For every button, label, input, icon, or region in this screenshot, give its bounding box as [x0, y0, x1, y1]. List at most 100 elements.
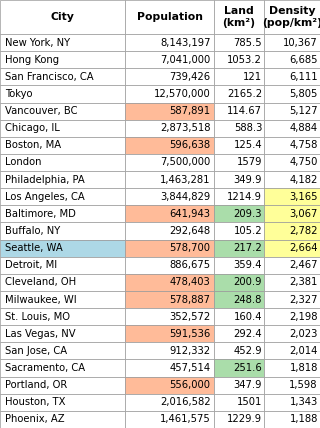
- Bar: [0, 308, 125, 325]
- Bar: [125, 360, 214, 377]
- Bar: [264, 68, 320, 86]
- Text: 641,943: 641,943: [169, 209, 211, 219]
- Text: Tokyo: Tokyo: [5, 89, 33, 99]
- Bar: [264, 34, 320, 51]
- Text: 7,500,000: 7,500,000: [160, 158, 211, 167]
- Bar: [214, 394, 264, 411]
- Bar: [264, 377, 320, 394]
- Bar: [0, 0, 125, 34]
- Text: 200.9: 200.9: [234, 277, 262, 287]
- Text: 209.3: 209.3: [234, 209, 262, 219]
- Text: 7,041,000: 7,041,000: [160, 55, 211, 65]
- Text: 4,884: 4,884: [290, 123, 318, 133]
- Text: 292.4: 292.4: [234, 329, 262, 339]
- Text: 8,143,197: 8,143,197: [160, 38, 211, 48]
- Bar: [0, 68, 125, 86]
- Text: 2,023: 2,023: [289, 329, 318, 339]
- Text: Cleveland, OH: Cleveland, OH: [5, 277, 76, 287]
- Bar: [0, 137, 125, 154]
- Text: 359.4: 359.4: [234, 260, 262, 270]
- Text: 588.3: 588.3: [234, 123, 262, 133]
- Text: 2,016,582: 2,016,582: [160, 397, 211, 407]
- Bar: [125, 257, 214, 274]
- Bar: [264, 223, 320, 240]
- Text: Vancouver, BC: Vancouver, BC: [5, 106, 77, 116]
- Bar: [214, 86, 264, 103]
- Text: 4,750: 4,750: [289, 158, 318, 167]
- Text: 2,873,518: 2,873,518: [160, 123, 211, 133]
- Text: 1,818: 1,818: [289, 363, 318, 373]
- Bar: [0, 51, 125, 68]
- Bar: [125, 274, 214, 291]
- Bar: [264, 103, 320, 120]
- Text: 1,463,281: 1,463,281: [160, 175, 211, 184]
- Text: 578,887: 578,887: [169, 294, 211, 304]
- Bar: [264, 120, 320, 137]
- Bar: [0, 154, 125, 171]
- Text: 121: 121: [243, 72, 262, 82]
- Bar: [264, 274, 320, 291]
- Text: Los Angeles, CA: Los Angeles, CA: [5, 192, 85, 202]
- Bar: [125, 394, 214, 411]
- Text: 2,782: 2,782: [289, 226, 318, 236]
- Bar: [264, 154, 320, 171]
- Bar: [214, 205, 264, 223]
- Bar: [214, 274, 264, 291]
- Text: 125.4: 125.4: [234, 140, 262, 150]
- Bar: [125, 291, 214, 308]
- Bar: [264, 86, 320, 103]
- Text: London: London: [5, 158, 42, 167]
- Bar: [125, 223, 214, 240]
- Bar: [214, 240, 264, 257]
- Bar: [125, 377, 214, 394]
- Text: 556,000: 556,000: [169, 380, 211, 390]
- Bar: [0, 257, 125, 274]
- Text: Buffalo, NY: Buffalo, NY: [5, 226, 60, 236]
- Bar: [264, 51, 320, 68]
- Bar: [0, 205, 125, 223]
- Bar: [264, 325, 320, 342]
- Bar: [0, 171, 125, 188]
- Text: 886,675: 886,675: [169, 260, 211, 270]
- Bar: [0, 411, 125, 428]
- Bar: [264, 257, 320, 274]
- Text: Sacramento, CA: Sacramento, CA: [5, 363, 85, 373]
- Bar: [214, 411, 264, 428]
- Bar: [125, 325, 214, 342]
- Bar: [214, 171, 264, 188]
- Text: 2,467: 2,467: [289, 260, 318, 270]
- Bar: [125, 86, 214, 103]
- Text: Chicago, IL: Chicago, IL: [5, 123, 60, 133]
- Text: Houston, TX: Houston, TX: [5, 397, 66, 407]
- Bar: [264, 394, 320, 411]
- Text: 1,188: 1,188: [289, 414, 318, 425]
- Text: 114.67: 114.67: [227, 106, 262, 116]
- Text: Las Vegas, NV: Las Vegas, NV: [5, 329, 76, 339]
- Bar: [214, 154, 264, 171]
- Text: 5,805: 5,805: [289, 89, 318, 99]
- Bar: [214, 188, 264, 205]
- Text: 1214.9: 1214.9: [227, 192, 262, 202]
- Text: Hong Kong: Hong Kong: [5, 55, 59, 65]
- Text: Detroit, MI: Detroit, MI: [5, 260, 57, 270]
- Text: 5,127: 5,127: [289, 106, 318, 116]
- Bar: [125, 34, 214, 51]
- Text: 1501: 1501: [237, 397, 262, 407]
- Bar: [264, 411, 320, 428]
- Bar: [214, 308, 264, 325]
- Bar: [214, 68, 264, 86]
- Text: 347.9: 347.9: [234, 380, 262, 390]
- Bar: [0, 377, 125, 394]
- Text: 591,536: 591,536: [169, 329, 211, 339]
- Text: 352,572: 352,572: [169, 312, 211, 322]
- Text: 1,343: 1,343: [290, 397, 318, 407]
- Bar: [125, 103, 214, 120]
- Bar: [0, 325, 125, 342]
- Bar: [125, 188, 214, 205]
- Bar: [214, 360, 264, 377]
- Bar: [214, 0, 264, 34]
- Bar: [0, 360, 125, 377]
- Bar: [125, 120, 214, 137]
- Bar: [264, 188, 320, 205]
- Text: Milwaukee, WI: Milwaukee, WI: [5, 294, 76, 304]
